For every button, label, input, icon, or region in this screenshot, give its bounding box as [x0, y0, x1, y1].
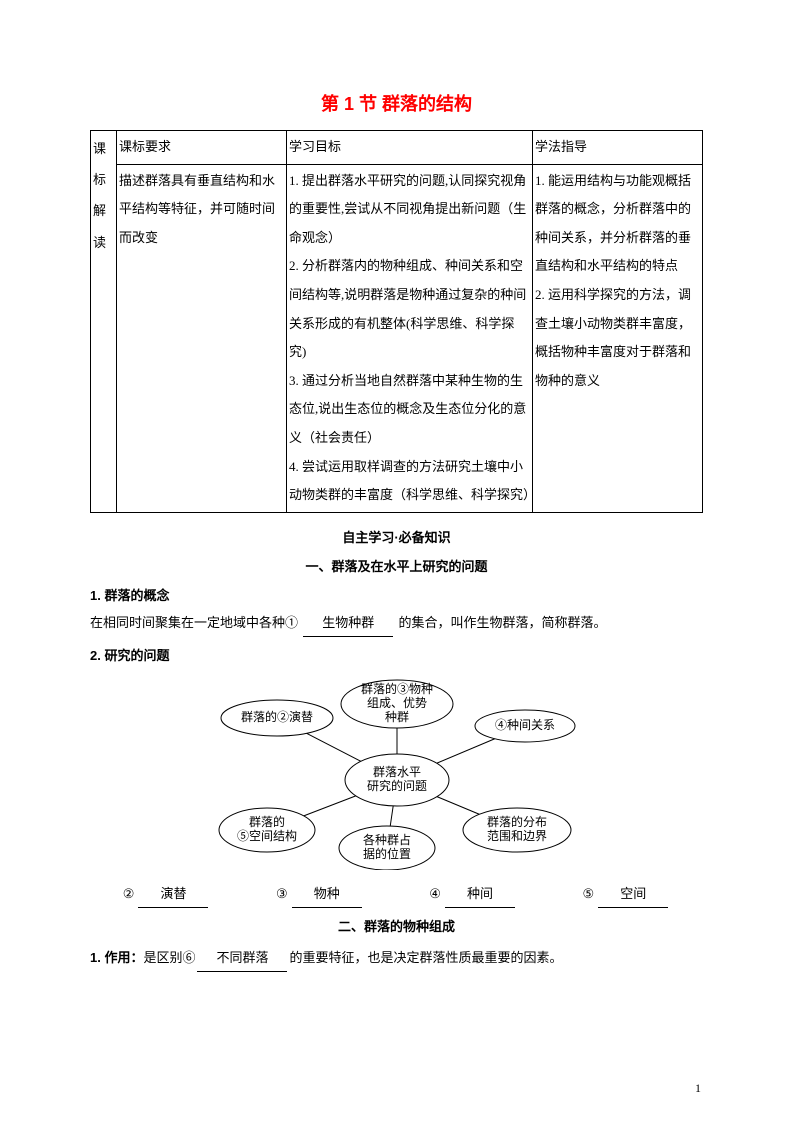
svg-text:各种群占: 各种群占: [362, 831, 410, 846]
paragraph: 1. 作用：是区别⑥不同群落的重要特征，也是决定群落性质最重要的因素。: [90, 945, 703, 972]
svg-text:群落的分布: 群落的分布: [486, 813, 546, 828]
diagram-svg: 群落水平研究的问题 群落的②演替 群落的③物种组成、优势种群 ④种间关系群落的⑤空间结…: [187, 670, 607, 870]
document-page: 第 1 节 群落的结构 课 标 解 读 课标要求 学习目标 学法指导 描述群落具…: [0, 0, 793, 1122]
answer-item: ②演替: [123, 881, 211, 908]
cell-guidance: 1. 能运用结构与功能观概括群落的概念，分析群落中的种间关系，并分析群落的垂直结…: [533, 164, 703, 512]
answer-item: ⑤空间: [583, 881, 671, 908]
svg-text:群落的③物种: 群落的③物种: [360, 680, 432, 695]
answer-label: ⑤: [583, 886, 595, 901]
text-run: 是区别⑥: [143, 950, 195, 965]
answer-item: ③ 物种: [276, 881, 364, 908]
paragraph: 在相同时间聚集在一定地域中各种① 生物种群 的集合，叫作生物群落，简称群落。: [90, 610, 703, 637]
header-requirement: 课标要求: [117, 131, 287, 165]
blank-fill: 演替: [138, 881, 208, 908]
svg-text:群落的: 群落的: [248, 813, 284, 828]
standards-table: 课 标 解 读 课标要求 学习目标 学法指导 描述群落具有垂直结构和水平结构等特…: [90, 130, 703, 513]
svg-text:种群: 种群: [384, 709, 408, 723]
concept-diagram: 群落水平研究的问题 群落的②演替 群落的③物种组成、优势种群 ④种间关系群落的⑤空间结…: [187, 670, 607, 875]
blank-fill: 种间: [445, 881, 515, 908]
page-number: 1: [695, 1081, 701, 1096]
bold-lead: 1. 作用：: [90, 950, 143, 965]
blank-fill: 不同群落: [197, 945, 287, 972]
cell-objective: 1. 提出群落水平研究的问题,认同探究视角的重要性,尝试从不同视角提出新问题（生…: [287, 164, 533, 512]
side-char: 读: [93, 227, 114, 258]
table-row: 描述群落具有垂直结构和水平结构等特征，并可随时间而改变 1. 提出群落水平研究的…: [91, 164, 703, 512]
text-run: 的集合，叫作生物群落，简称群落。: [399, 615, 607, 630]
list-heading: 1. 群落的概念: [90, 585, 703, 604]
text-run: 的重要特征，也是决定群落性质最重要的因素。: [289, 950, 562, 965]
answer-label: ④: [429, 886, 441, 901]
section-heading: 二、群落的物种组成: [90, 916, 703, 935]
blank-fill: 空间: [598, 881, 668, 908]
text-run: 在相同时间聚集在一定地域中各种①: [90, 615, 298, 630]
svg-text:研究的问题: 研究的问题: [366, 777, 426, 792]
header-guidance: 学法指导: [533, 131, 703, 165]
svg-text:⑤空间结构: ⑤空间结构: [236, 827, 296, 842]
side-char: 标: [93, 164, 114, 195]
page-title: 第 1 节 群落的结构: [90, 90, 703, 116]
table-row: 课 标 解 读 课标要求 学习目标 学法指导: [91, 131, 703, 165]
header-objective: 学习目标: [287, 131, 533, 165]
section-heading: 一、群落及在水平上研究的问题: [90, 556, 703, 575]
answer-item: ④ 种间: [429, 881, 517, 908]
answer-label: ③: [276, 886, 288, 901]
answer-row: ②演替 ③ 物种 ④ 种间 ⑤空间: [90, 881, 703, 908]
svg-text:组成、优势: 组成、优势: [366, 695, 426, 709]
side-char: 课: [93, 133, 114, 164]
side-header-cell: 课 标 解 读: [91, 131, 117, 513]
blank-fill: 物种: [292, 881, 362, 908]
svg-text:④种间关系: ④种间关系: [494, 717, 554, 731]
cell-requirement: 描述群落具有垂直结构和水平结构等特征，并可随时间而改变: [117, 164, 287, 512]
side-char: 解: [93, 195, 114, 226]
blank-fill: 生物种群: [303, 610, 393, 637]
answer-label: ②: [123, 886, 135, 901]
svg-text:据的位置: 据的位置: [362, 845, 410, 860]
list-heading: 2. 研究的问题: [90, 645, 703, 664]
svg-text:群落的②演替: 群落的②演替: [240, 708, 312, 723]
svg-text:群落水平: 群落水平: [372, 764, 420, 778]
subsection-title: 自主学习·必备知识: [90, 527, 703, 546]
svg-text:范围和边界: 范围和边界: [486, 828, 546, 842]
